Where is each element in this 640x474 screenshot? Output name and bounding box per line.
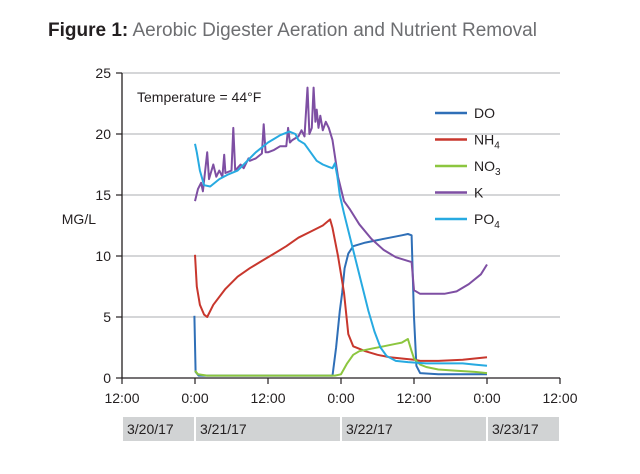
x-tick-label: 0:00 <box>473 390 500 406</box>
legend-label-do: DO <box>474 105 495 121</box>
figure-title: Figure 1: Aerobic Digester Aeration and … <box>48 20 537 42</box>
date-band-label: 3/21/17 <box>200 421 247 437</box>
date-bands: 3/20/17 3/21/17 3/22/17 3/23/17 <box>123 417 559 441</box>
y-ticks: 0 5 10 15 20 25 <box>95 65 122 386</box>
series-line-do <box>193 233 487 377</box>
x-tick-label: 12:00 <box>250 390 285 406</box>
y-tick-label: 25 <box>95 65 111 81</box>
temperature-annotation: Temperature = 44°F <box>137 89 261 105</box>
date-band <box>488 417 559 441</box>
y-tick-label: 5 <box>103 309 111 325</box>
series-line-no3 <box>194 338 488 377</box>
x-tick-label: 0:00 <box>181 390 208 406</box>
legend-label-nh4: NH4 <box>474 132 500 152</box>
y-tick-label: 15 <box>95 187 111 203</box>
y-axis-label: MG/L <box>62 211 96 227</box>
date-band <box>342 417 486 441</box>
x-tick-label: 12:00 <box>396 390 431 406</box>
series-line-po4 <box>194 130 488 367</box>
y-tick-label: 20 <box>95 126 111 142</box>
x-tick-label: 12:00 <box>542 390 577 406</box>
figure-label: Figure 1: <box>48 20 129 41</box>
legend: DO NH4 NO3 K PO4 <box>435 105 501 231</box>
date-band-label: 3/20/17 <box>127 421 174 437</box>
legend-label-k: K <box>474 185 484 201</box>
series-line-k <box>194 86 488 295</box>
date-band-label: 3/22/17 <box>346 421 393 437</box>
legend-label-no3: NO3 <box>474 158 501 178</box>
date-band <box>196 417 340 441</box>
figure-title-text: Aerobic Digester Aeration and Nutrient R… <box>132 20 537 41</box>
x-tick-label: 12:00 <box>104 390 139 406</box>
y-tick-label: 10 <box>95 248 111 264</box>
series-lines <box>193 86 488 377</box>
date-band <box>123 417 194 441</box>
y-tick-label: 0 <box>103 370 111 386</box>
x-ticks: 12:00 0:00 12:00 0:00 12:00 0:00 12:00 <box>104 378 578 406</box>
date-band-label: 3/23/17 <box>492 421 539 437</box>
series-line-nh4 <box>194 218 488 362</box>
legend-label-po4: PO4 <box>474 211 500 231</box>
x-tick-label: 0:00 <box>327 390 354 406</box>
